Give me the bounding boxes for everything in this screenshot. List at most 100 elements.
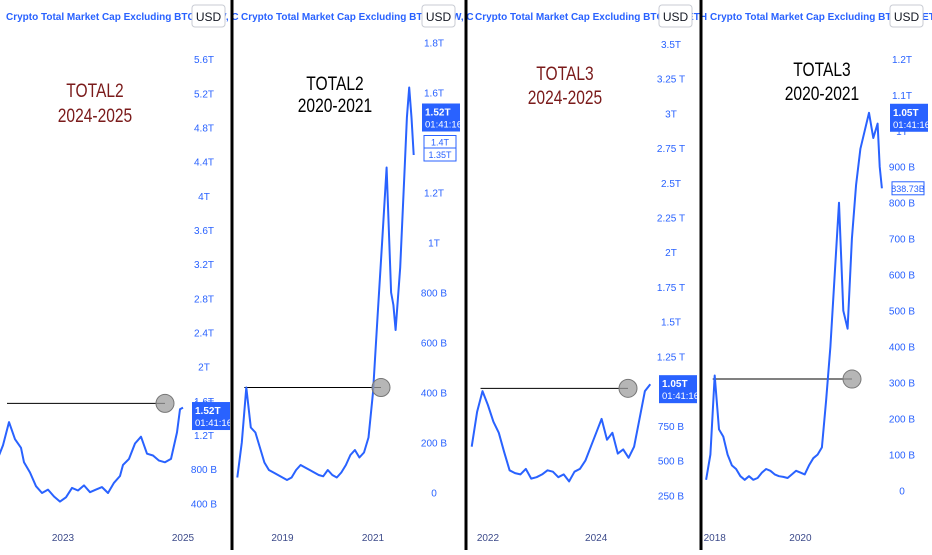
y-tick-label: 1.1T <box>892 91 912 102</box>
svg-text:838.73B: 838.73B <box>891 184 925 194</box>
x-tick-label: 2019 <box>271 533 294 544</box>
value-box: 1.4T <box>423 135 457 149</box>
y-tick-label: 1.8T <box>424 39 444 50</box>
y-tick-label: 5.6T <box>194 55 214 66</box>
svg-text:01:41:16: 01:41:16 <box>893 120 930 131</box>
x-tick-label: 2020 <box>789 533 812 544</box>
y-tick-label: 750 B <box>658 422 684 433</box>
panel-divider <box>230 0 234 550</box>
highlight-circle <box>155 393 175 413</box>
overlay-title: TOTAL2 <box>66 80 123 102</box>
svg-text:USD: USD <box>426 10 452 24</box>
y-tick-label: 1.25 T <box>657 352 685 363</box>
chart-panel-2: Crypto Total Market Cap Excluding BTC, $… <box>236 4 474 544</box>
x-tick-label: 2024 <box>585 533 608 544</box>
y-tick-label: 500 B <box>658 457 684 468</box>
chart-panel-1: Crypto Total Market Cap Excluding BTC, $… <box>0 4 239 544</box>
y-tick-label: 600 B <box>889 271 915 282</box>
y-tick-label: 2T <box>665 248 677 259</box>
y-tick-label: 2.8T <box>194 294 214 305</box>
y-tick-label: 3.2T <box>194 260 214 271</box>
svg-text:01:41:16: 01:41:16 <box>195 418 232 429</box>
y-tick-label: 500 B <box>889 307 915 318</box>
y-tick-label: 3T <box>665 109 677 120</box>
y-tick-label: 600 B <box>421 339 447 350</box>
series-line <box>0 406 184 503</box>
chart-panel-4: Crypto Total Market Cap Excluding BTC an… <box>704 4 932 544</box>
y-tick-label: 1.2T <box>194 431 214 442</box>
y-tick-label: 700 B <box>889 235 915 246</box>
svg-text:01:41:16: 01:41:16 <box>425 120 462 131</box>
y-tick-label: 2.75 T <box>657 144 685 155</box>
y-tick-label: 0 <box>899 487 905 498</box>
svg-text:01:41:16: 01:41:16 <box>662 391 699 402</box>
chart-header: Crypto Total Market Cap Excluding BTC, $… <box>241 12 474 23</box>
y-tick-label: 4.8T <box>194 123 214 134</box>
highlight-circle <box>371 378 391 397</box>
svg-text:USD: USD <box>894 10 920 24</box>
y-tick-label: 200 B <box>421 439 447 450</box>
x-tick-label: 2025 <box>172 533 195 544</box>
panel-divider <box>699 0 703 550</box>
overlay-title: TOTAL2 <box>306 73 363 95</box>
y-tick-label: 800 B <box>191 465 217 476</box>
y-tick-label: 0 <box>431 489 437 500</box>
y-tick-label: 2T <box>198 363 210 374</box>
y-tick-label: 400 B <box>421 389 447 400</box>
svg-text:1.52T: 1.52T <box>425 108 451 119</box>
currency-button[interactable]: USD <box>191 4 226 28</box>
value-box: 838.73B <box>891 181 925 196</box>
y-tick-label: 3.6T <box>194 226 214 237</box>
y-tick-label: 250 B <box>658 491 684 502</box>
y-tick-label: 400 B <box>191 499 217 510</box>
y-tick-label: 400 B <box>889 343 915 354</box>
chart-header: Crypto Total Market Cap Excluding BTC an… <box>475 12 707 23</box>
y-tick-label: 1.5T <box>661 318 681 329</box>
currency-button[interactable]: USD <box>421 4 456 28</box>
overlay-title: TOTAL3 <box>793 59 850 81</box>
x-tick-label: 2018 <box>704 533 727 544</box>
value-box: 1.35T <box>423 147 457 162</box>
y-tick-label: 4.4T <box>194 158 214 169</box>
y-tick-label: 300 B <box>889 379 915 390</box>
y-tick-label: 100 B <box>889 451 915 462</box>
chart-panel-3: Crypto Total Market Cap Excluding BTC an… <box>470 4 707 544</box>
svg-text:1.52T: 1.52T <box>195 406 221 417</box>
y-tick-label: 900 B <box>889 163 915 174</box>
y-tick-label: 2.25 T <box>657 214 685 225</box>
svg-text:1.4T: 1.4T <box>431 138 450 148</box>
svg-text:USD: USD <box>196 10 222 24</box>
y-tick-label: 800 B <box>421 289 447 300</box>
y-tick-label: 2.5T <box>661 179 681 190</box>
overlay-subtitle: 2024-2025 <box>58 105 132 127</box>
overlay-title: TOTAL3 <box>536 63 593 85</box>
panel-divider <box>464 0 468 550</box>
svg-text:USD: USD <box>663 10 689 24</box>
y-tick-label: 5.2T <box>194 89 214 100</box>
currency-button[interactable]: USD <box>889 4 924 28</box>
y-tick-label: 1.2T <box>424 189 444 200</box>
y-tick-label: 200 B <box>889 415 915 426</box>
y-tick-label: 800 B <box>889 199 915 210</box>
currency-button[interactable]: USD <box>658 4 693 28</box>
highlight-circle <box>842 369 862 389</box>
series-line <box>470 383 652 483</box>
series-line <box>236 86 415 481</box>
series-line <box>705 111 883 481</box>
chart-header: Crypto Total Market Cap Excluding BTC, $… <box>6 12 239 23</box>
y-tick-label: 1.2T <box>892 55 912 66</box>
x-tick-label: 2021 <box>362 533 385 544</box>
overlay-subtitle: 2024-2025 <box>528 87 602 109</box>
y-tick-label: 1T <box>896 127 908 138</box>
x-tick-label: 2023 <box>52 533 75 544</box>
svg-text:1.05T: 1.05T <box>893 108 919 119</box>
svg-text:1.35T: 1.35T <box>428 150 452 160</box>
x-tick-label: 2022 <box>477 533 500 544</box>
y-tick-label: 1.6T <box>424 89 444 100</box>
y-tick-label: 2.4T <box>194 328 214 339</box>
y-tick-label: 4T <box>198 192 210 203</box>
